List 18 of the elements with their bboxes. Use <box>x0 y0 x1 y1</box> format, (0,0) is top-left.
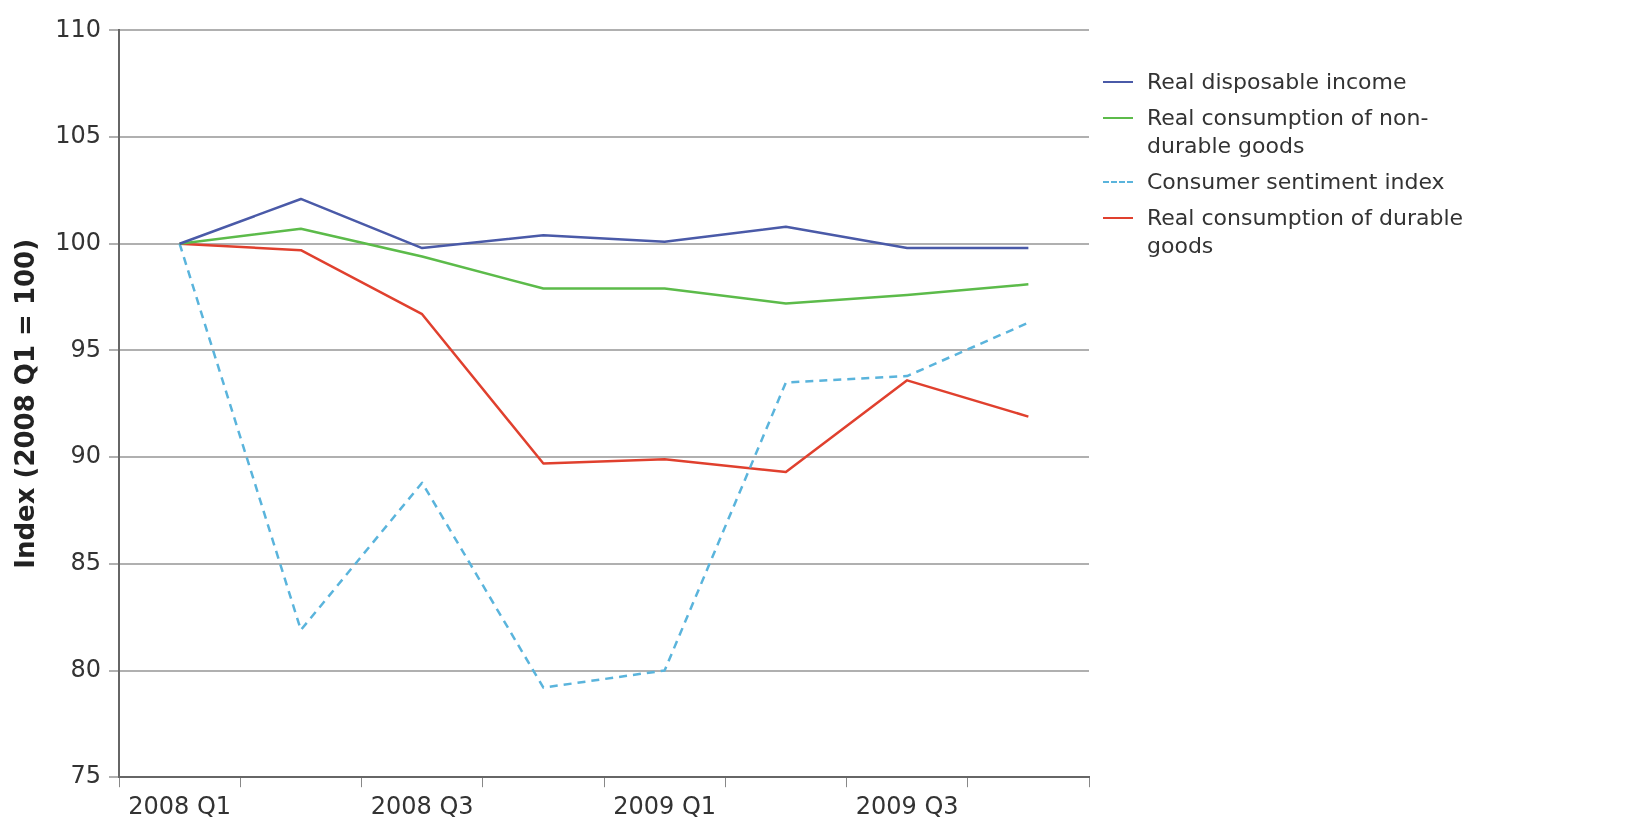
x-tick-label: 2009 Q3 <box>855 791 959 820</box>
y-tick-label: 90 <box>70 441 102 470</box>
x-tick-label: 2009 Q1 <box>613 791 717 820</box>
y-tick-label: 105 <box>55 121 102 150</box>
x-tick-label: 2008 Q3 <box>370 791 474 820</box>
y-tick-label: 75 <box>70 761 102 790</box>
y-tick-label: 110 <box>55 14 102 43</box>
y-tick-label: 100 <box>55 228 102 257</box>
line-series <box>178 242 1030 689</box>
legend-label: Real consumption of non-durable goods <box>1147 104 1430 160</box>
y-tick-label: 95 <box>70 334 102 363</box>
y-tick-label: 80 <box>70 654 102 683</box>
x-tick-label: 2008 Q1 <box>128 791 232 820</box>
legend-label: Real disposable income <box>1147 68 1408 96</box>
y-axis-title: Index (2008 Q1 = 100) <box>10 238 41 569</box>
y-tick-label: 85 <box>70 548 102 577</box>
legend-label: Consumer sentiment index <box>1147 168 1446 196</box>
legend-label: Real consumption of durable goods <box>1147 204 1465 260</box>
